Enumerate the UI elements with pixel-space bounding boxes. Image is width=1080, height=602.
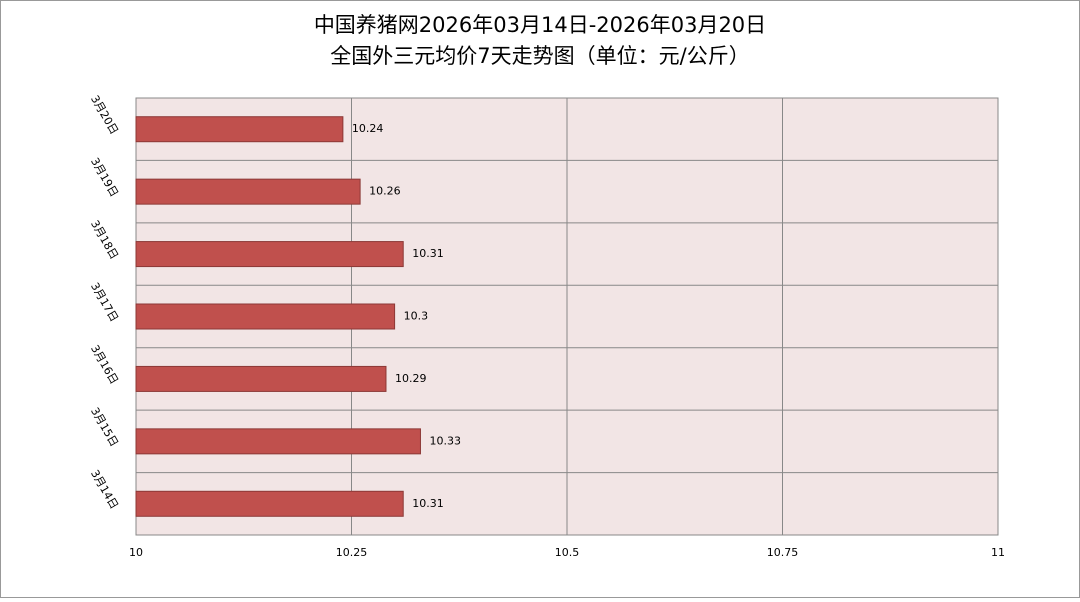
bar: [135, 428, 421, 455]
bar: [135, 365, 387, 392]
value-label: 10.29: [395, 372, 427, 385]
x-tick-label: 11: [991, 546, 1005, 559]
bar: [135, 178, 361, 205]
bar: [135, 490, 404, 517]
value-label: 10.31: [412, 247, 444, 260]
x-tick-label: 10.5: [555, 546, 580, 559]
value-label: 10.31: [412, 497, 444, 510]
x-tick-label: 10: [129, 546, 143, 559]
value-label: 10.24: [352, 122, 384, 135]
bar: [135, 116, 344, 143]
bar: [135, 241, 404, 268]
value-label: 10.33: [429, 434, 461, 447]
bar: [135, 303, 396, 330]
x-tick-label: 10.25: [336, 546, 368, 559]
chart-subtitle: 全国外三元均价7天走势图（单位：元/公斤）: [330, 44, 749, 68]
value-label: 10.26: [369, 185, 401, 198]
value-label: 10.3: [404, 310, 429, 323]
x-tick-label: 10.75: [767, 546, 799, 559]
chart-title: 中国养猪网2026年03月14日-2026年03月20日: [314, 13, 766, 37]
